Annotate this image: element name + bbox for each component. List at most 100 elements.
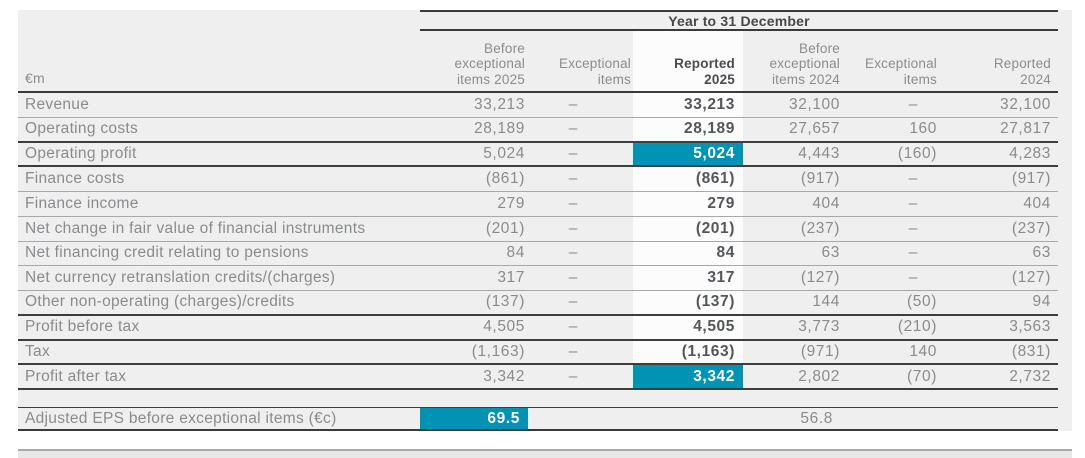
value-reported-2024: 2,732: [1009, 367, 1051, 385]
eps-row-label: Adjusted EPS before exceptional items (€…: [25, 409, 337, 427]
value-before-exceptional-2025: (1,163): [471, 342, 525, 360]
value-reported-2024: 4,283: [1009, 144, 1051, 162]
table-row: Operating costs 28,189 – 28,189 27,657 1…: [18, 118, 1058, 143]
value-before-exceptional-2024: 144: [812, 293, 840, 311]
value-exceptional-items-2024: 160: [909, 120, 937, 138]
column-header-before-exceptional-2024: Before exceptional items 2024: [769, 40, 840, 87]
value-exceptional-items-2024: –: [908, 95, 918, 113]
value-exceptional-items-2025: –: [568, 170, 578, 188]
reported-2025-highlight-band: [633, 31, 743, 390]
table-row: Net change in fair value of financial in…: [18, 217, 1058, 242]
value-before-exceptional-2024: (127): [800, 269, 840, 287]
value-before-exceptional-2025: (137): [485, 293, 525, 311]
value-before-exceptional-2025: 5,024: [483, 144, 525, 162]
row-label: Finance costs: [25, 170, 125, 188]
value-exceptional-items-2025: –: [568, 120, 578, 138]
value-before-exceptional-2024: 3,773: [798, 318, 840, 336]
value-before-exceptional-2024: 4,443: [798, 144, 840, 162]
value-reported-2024: (127): [1011, 269, 1051, 287]
value-exceptional-items-2024: –: [908, 219, 918, 237]
value-reported-2024: 94: [1032, 293, 1051, 311]
row-label: Revenue: [25, 95, 90, 113]
value-before-exceptional-2025: 28,189: [473, 120, 525, 138]
value-reported-2025: (201): [695, 219, 735, 237]
table-row: Operating profit 5,024 – 5,024 4,443 (16…: [18, 142, 1058, 168]
column-header-before-exceptional-2025: Before exceptional items 2025: [454, 40, 525, 87]
unit-label: €m: [25, 69, 45, 86]
value-exceptional-items-2024: (50): [907, 293, 937, 311]
value-reported-2024: 404: [1023, 194, 1051, 212]
row-label: Net financing credit relating to pension…: [25, 244, 309, 262]
table-row: Finance income 279 – 279 404 – 404: [18, 192, 1058, 217]
row-label: Net currency retranslation credits/(char…: [25, 269, 336, 287]
eps-empty-cell: [845, 408, 940, 429]
table-body: Revenue 33,213 – 33,213 32,100 – 32,100 …: [18, 93, 1058, 390]
column-headers-row: €m Before exceptional items 2025 Excepti…: [18, 31, 1058, 93]
period-header: Year to 31 December: [420, 10, 1058, 31]
value-reported-2024: (831): [1011, 342, 1051, 360]
column-header-reported-2025: Reported 2025: [674, 56, 735, 87]
value-exceptional-items-2025: –: [568, 95, 578, 113]
value-before-exceptional-2025: 3,342: [483, 367, 525, 385]
value-reported-2024: (917): [1011, 170, 1051, 188]
value-before-exceptional-2025: 84: [506, 244, 525, 262]
eps-2024-value: 56.8: [800, 409, 833, 427]
row-label: Finance income: [25, 194, 139, 212]
value-before-exceptional-2025: (861): [485, 170, 525, 188]
row-label: Profit after tax: [25, 367, 127, 385]
row-label: Tax: [25, 342, 51, 360]
value-reported-2024: 27,817: [999, 120, 1051, 138]
value-reported-2024: (237): [1011, 219, 1051, 237]
table-row: Finance costs (861) – (861) (917) – (917…: [18, 167, 1058, 192]
value-reported-2025: (861): [695, 170, 735, 188]
row-label: Operating costs: [25, 120, 139, 138]
table-row: Other non-operating (charges)/credits (1…: [18, 291, 1058, 316]
table-row: Profit before tax 4,505 – 4,505 3,773 (2…: [18, 316, 1058, 341]
value-reported-2024: 63: [1032, 244, 1051, 262]
table-row: Revenue 33,213 – 33,213 32,100 – 32,100: [18, 93, 1058, 118]
value-before-exceptional-2024: (237): [800, 219, 840, 237]
value-exceptional-items-2025: –: [568, 367, 578, 385]
value-exceptional-items-2025: –: [568, 342, 578, 360]
value-before-exceptional-2024: 404: [812, 194, 840, 212]
value-exceptional-items-2025: –: [568, 293, 578, 311]
eps-empty-cell: [633, 408, 743, 429]
value-reported-2025: 279: [707, 194, 735, 212]
eps-2025-value: 69.5: [420, 408, 528, 429]
income-statement-panel: Year to 31 December €m Before exceptiona…: [18, 10, 1072, 431]
next-section-strip: [18, 449, 1072, 458]
value-exceptional-items-2024: 140: [909, 342, 937, 360]
value-exceptional-items-2024: (160): [897, 144, 937, 162]
value-before-exceptional-2025: (201): [485, 219, 525, 237]
value-reported-2025: 33,213: [683, 95, 735, 113]
column-header-exceptional-items-2025: Exceptional items: [559, 56, 631, 87]
table-row: Net currency retranslation credits/(char…: [18, 266, 1058, 291]
eps-row: Adjusted EPS before exceptional items (€…: [18, 407, 1058, 431]
column-header-reported-2024: Reported 2024: [993, 56, 1051, 87]
value-exceptional-items-2025: –: [568, 244, 578, 262]
value-before-exceptional-2024: 32,100: [788, 95, 840, 113]
row-label: Profit before tax: [25, 318, 140, 336]
value-before-exceptional-2024: (971): [800, 342, 840, 360]
value-exceptional-items-2024: –: [908, 269, 918, 287]
value-reported-2025: (137): [695, 293, 735, 311]
value-exceptional-items-2025: –: [568, 144, 578, 162]
value-reported-2025: 5,024: [633, 142, 743, 166]
value-before-exceptional-2025: 317: [497, 269, 525, 287]
value-exceptional-items-2024: –: [908, 170, 918, 188]
value-exceptional-items-2025: –: [568, 194, 578, 212]
value-reported-2025: 28,189: [683, 120, 735, 138]
value-before-exceptional-2025: 33,213: [473, 95, 525, 113]
value-before-exceptional-2024: (917): [800, 170, 840, 188]
value-exceptional-items-2024: –: [908, 244, 918, 262]
value-exceptional-items-2025: –: [568, 219, 578, 237]
column-header-exceptional-items-2024: Exceptional items: [865, 56, 937, 87]
value-reported-2025: 3,342: [633, 365, 743, 388]
table-gap: [18, 390, 1058, 407]
table-row: Profit after tax 3,342 – 3,342 2,802 (70…: [18, 365, 1058, 390]
value-exceptional-items-2025: –: [568, 318, 578, 336]
eps-empty-cell: [940, 408, 1058, 429]
row-label: Other non-operating (charges)/credits: [25, 293, 295, 311]
value-exceptional-items-2024: (70): [907, 367, 937, 385]
value-before-exceptional-2024: 63: [821, 244, 840, 262]
